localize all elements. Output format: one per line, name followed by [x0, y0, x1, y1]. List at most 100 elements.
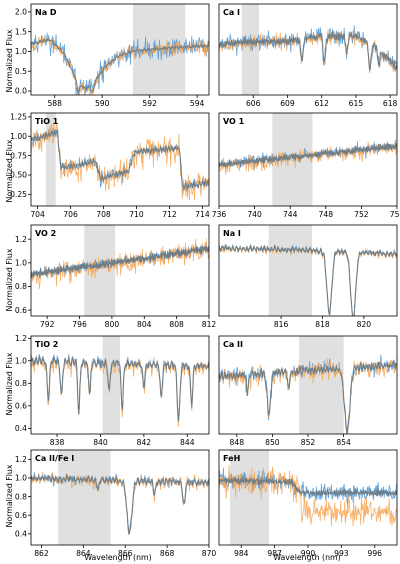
series-orange: [31, 238, 209, 289]
panel-feh: FeH 984 987 990 993 996: [218, 449, 398, 558]
x-tick-label: 590: [95, 99, 110, 108]
y-tick-label: 1.25: [10, 113, 27, 122]
y-tick-label: 0.25: [10, 190, 27, 199]
panel-vo-1: VO 1 736 740 744 748 752 756: [212, 112, 400, 219]
x-tick-label: 868: [160, 549, 175, 558]
x-tick-label: 848: [230, 438, 245, 447]
xlabel-col-1: Wavelength (nm): [273, 553, 340, 562]
panel-frame: [218, 112, 398, 207]
shaded-region: [230, 450, 270, 545]
panel-frame: [30, 112, 210, 207]
panel-vo-2: VO 2 792 796 800 804 808 812 0.6 0.8 1.0 1.2: [15, 224, 216, 329]
panel-ca-i: Ca I 606 609 612 615 618: [218, 3, 398, 108]
x-tick-label: 818: [315, 320, 330, 329]
y-tick-label: 1.2: [15, 455, 27, 464]
x-tick-label: 714: [195, 210, 210, 219]
x-tick-label: 592: [142, 99, 157, 108]
panel-title: Ca II/Fe I: [35, 454, 74, 463]
shaded-region: [268, 225, 313, 316]
x-tick-label: 987: [267, 549, 282, 558]
panel-title: Na I: [223, 229, 241, 238]
x-tick-label: 870: [202, 549, 217, 558]
y-tick-label: 1.0: [15, 259, 27, 268]
y-tick-label: 1.2: [15, 235, 27, 244]
x-tick-label: 756: [390, 210, 400, 219]
series-blue: [31, 32, 209, 95]
x-tick-label: 866: [118, 549, 133, 558]
y-tick-label: 1.0: [15, 356, 27, 365]
x-tick-label: 844: [180, 438, 195, 447]
panel-title: Ca II: [223, 340, 243, 349]
panel-title: TiO 2: [35, 340, 58, 349]
x-tick-label: 993: [334, 549, 349, 558]
x-tick-label: 708: [96, 210, 111, 219]
panel-na-i: Na I 816 818 820: [218, 224, 398, 329]
ylabel-row-2: Normalized Flux: [5, 248, 14, 311]
panel-title: VO 2: [35, 229, 56, 238]
x-tick-label: 712: [162, 210, 177, 219]
series-grey: [219, 31, 397, 71]
ylabel-row-4: Normalized Flux: [5, 464, 14, 527]
y-tick-label: 0.4: [15, 424, 27, 433]
x-tick-label: 796: [72, 320, 87, 329]
series-grey: [31, 473, 209, 535]
x-tick-label: 852: [301, 438, 316, 447]
xlabel-col-0: Wavelength (nm): [84, 553, 151, 562]
panel-frame: [30, 449, 210, 546]
series-grey: [219, 359, 397, 434]
panel-frame: [30, 224, 210, 317]
shaded-region: [299, 336, 344, 434]
series-grey: [219, 143, 397, 168]
shaded-region: [58, 450, 111, 545]
y-tick-label: 0.8: [15, 492, 27, 501]
x-tick-label: 736: [212, 210, 227, 219]
ylabel-row-0: Normalized Flux: [5, 29, 14, 92]
y-tick-label: 1.0: [15, 47, 27, 56]
panel-ca-ii-fe-i: Ca II/Fe I 862 864 866 868 870 0.4 0.6 0.8 1.0 1.2: [15, 449, 217, 558]
x-tick-label: 850: [265, 438, 280, 447]
x-tick-label: 996: [368, 549, 383, 558]
x-tick-label: 800: [105, 320, 120, 329]
spectra: [219, 243, 397, 316]
y-tick-label: 1.2: [15, 334, 27, 343]
spectra: [219, 354, 397, 434]
x-tick-label: 606: [246, 99, 261, 108]
spectra: [219, 139, 397, 175]
series-grey: [31, 245, 209, 279]
x-tick-label: 808: [169, 320, 184, 329]
spectra: [31, 353, 209, 427]
y-tick-label: 0.5: [15, 67, 27, 76]
panel-ca-ii: Ca II 848 850 852 854: [218, 335, 398, 447]
panel-frame: [30, 335, 210, 435]
y-tick-label: 0.50: [10, 171, 27, 180]
x-tick-label: 706: [63, 210, 78, 219]
x-tick-label: 710: [129, 210, 144, 219]
spectra: [219, 465, 397, 527]
y-tick-label: 1.5: [15, 27, 27, 36]
panel-title: Ca I: [223, 8, 240, 17]
panel-tio-1: TiO 1 704 706 708 710 712 714 0.25 0.50 0.75 1.00 1…: [10, 113, 210, 219]
shaded-region: [102, 336, 120, 434]
series-grey: [219, 244, 397, 316]
spectra: [31, 471, 209, 535]
y-tick-label: 2.0: [15, 8, 27, 17]
x-tick-label: 838: [50, 438, 65, 447]
y-tick-label: 1.0: [15, 474, 27, 483]
x-tick-label: 748: [319, 210, 334, 219]
x-tick-label: 594: [190, 99, 205, 108]
x-tick-label: 618: [383, 99, 398, 108]
x-tick-label: 744: [283, 210, 298, 219]
y-tick-label: 0.8: [15, 282, 27, 291]
x-tick-label: 816: [274, 320, 289, 329]
x-tick-label: 840: [93, 438, 108, 447]
series-grey: [31, 129, 209, 192]
ylabel-row-1: Normalized Flux: [5, 139, 14, 202]
series-grey: [219, 475, 397, 498]
y-tick-label: 0.6: [15, 306, 27, 315]
x-tick-label: 990: [301, 549, 316, 558]
panel-title: TiO 1: [35, 117, 59, 126]
y-tick-label: 0.4: [15, 530, 27, 539]
x-tick-label: 612: [314, 99, 329, 108]
spectra: [31, 238, 209, 289]
